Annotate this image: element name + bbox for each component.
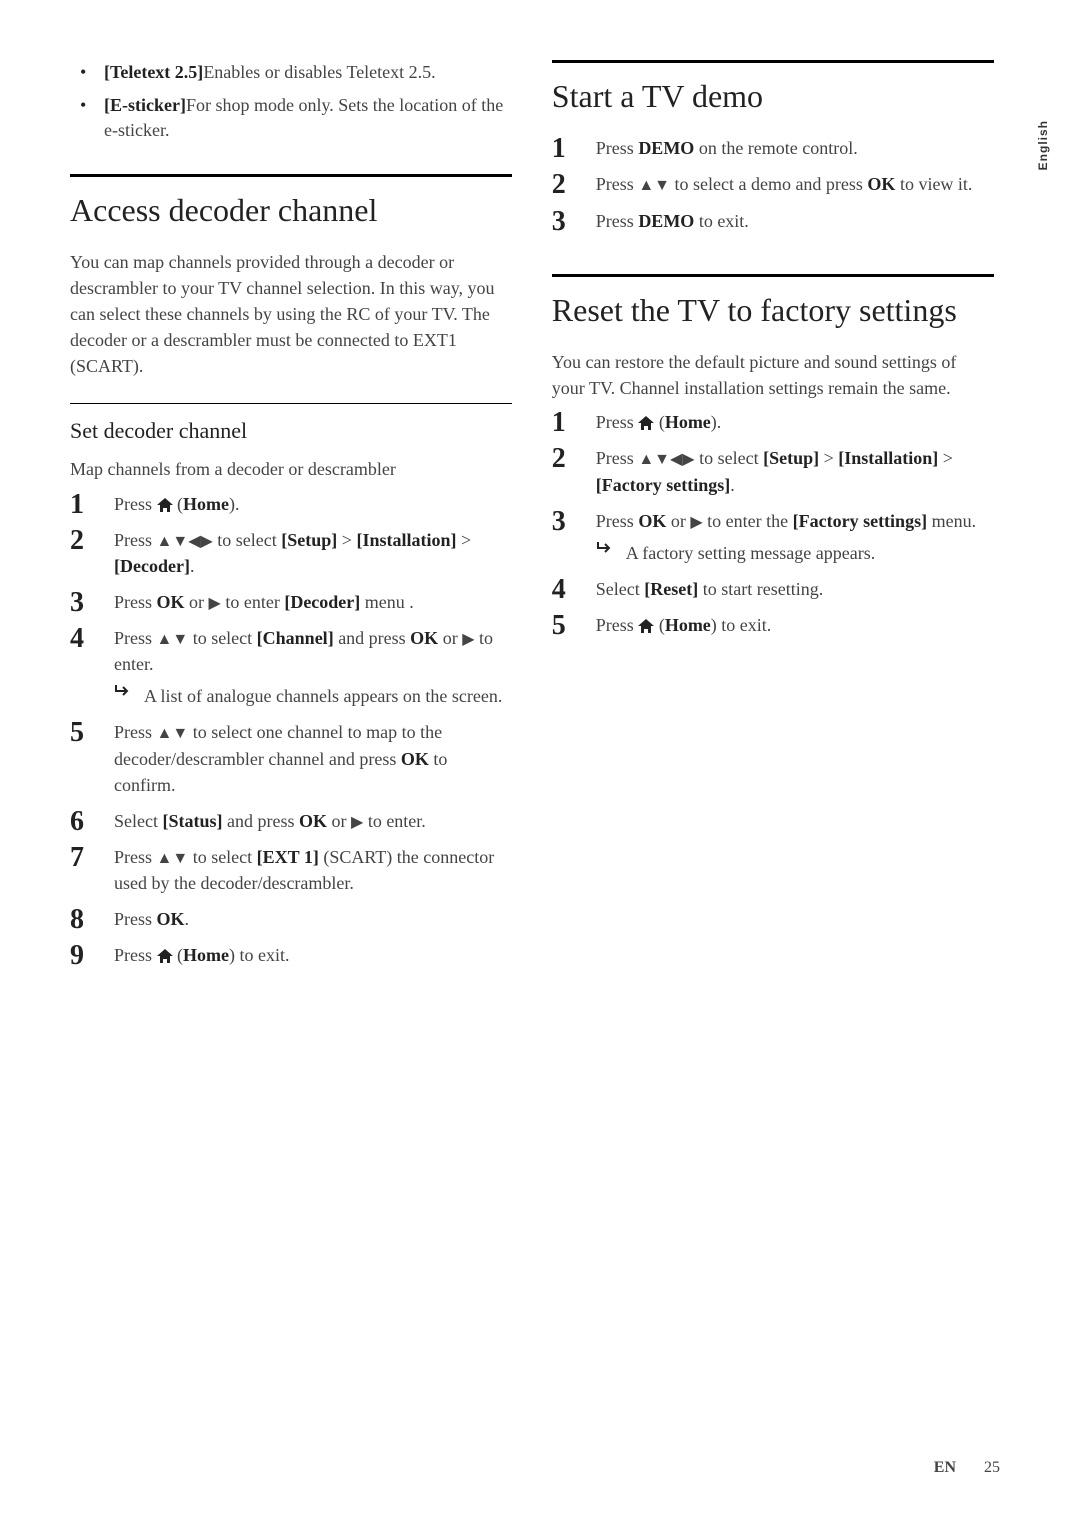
updown-arrows-icon: ▲▼ [157, 850, 189, 867]
decoder-step-4: Press ▲▼ to select [Channel] and press O… [70, 625, 512, 709]
updown-arrows-icon: ▲▼ [638, 177, 670, 194]
nav-arrows-icon: ▲▼◀▶ [638, 451, 694, 468]
options-bullets: [Teletext 2.5]Enables or disables Telete… [70, 60, 512, 144]
nav-arrows-icon: ▲▼◀▶ [157, 533, 213, 550]
right-arrow-icon: ▶ [462, 631, 474, 648]
bullet-teletext: [Teletext 2.5]Enables or disables Telete… [104, 60, 512, 85]
right-column: Start a TV demo Press DEMO on the remote… [552, 60, 994, 1477]
decoder-step-7: Press ▲▼ to select [EXT 1] (SCART) the c… [70, 844, 512, 896]
result-arrow-icon [114, 683, 132, 697]
subheading-decoder: Set decoder channel [70, 418, 512, 444]
heading-reset: Reset the TV to factory settings [552, 291, 994, 329]
right-arrow-icon: ▶ [209, 595, 221, 612]
home-icon [157, 949, 173, 963]
page-footer: EN 25 [934, 1459, 1000, 1477]
bullet-teletext-label: [Teletext 2.5] [104, 62, 203, 82]
updown-arrows-icon: ▲▼ [157, 725, 189, 742]
demo-step-1: Press DEMO on the remote control. [552, 135, 994, 161]
decoder-step-8: Press OK. [70, 906, 512, 932]
home-icon [638, 619, 654, 633]
reset-step-1: Press (Home). [552, 409, 994, 435]
decoder-steps: Press (Home). Press ▲▼◀▶ to select [Setu… [70, 491, 512, 969]
right-arrow-icon: ▶ [690, 514, 702, 531]
bullet-esticker-label: [E-sticker] [104, 95, 186, 115]
rule-demo-section [552, 60, 994, 63]
demo-step-2: Press ▲▼ to select a demo and press OK t… [552, 171, 994, 197]
bullet-teletext-text: Enables or disables Teletext 2.5. [203, 62, 435, 82]
reset-step-4: Select [Reset] to start resetting. [552, 576, 994, 602]
body-reset: You can restore the default picture and … [552, 349, 994, 401]
footer-lang-code: EN [934, 1459, 956, 1476]
result-arrow-icon [596, 540, 614, 554]
language-tab: English [1036, 120, 1050, 170]
demo-step-3: Press DEMO to exit. [552, 208, 994, 234]
rule-reset-section [552, 274, 994, 277]
decoder-step-6: Select [Status] and press OK or ▶ to ent… [70, 808, 512, 834]
subtext-decoder: Map channels from a decoder or descrambl… [70, 456, 512, 482]
bullet-esticker: [E-sticker]For shop mode only. Sets the … [104, 93, 512, 143]
rule-decoder-section [70, 174, 512, 177]
footer-page-number: 25 [984, 1459, 1000, 1476]
decoder-step-5: Press ▲▼ to select one channel to map to… [70, 719, 512, 797]
heading-demo: Start a TV demo [552, 77, 994, 115]
rule-sub-decoder [70, 403, 512, 404]
updown-arrows-icon: ▲▼ [157, 631, 189, 648]
reset-step-3-result: A factory setting message appears. [596, 540, 994, 566]
body-decoder: You can map channels provided through a … [70, 249, 512, 379]
home-icon [638, 416, 654, 430]
heading-decoder: Access decoder channel [70, 191, 512, 229]
right-arrow-icon: ▶ [351, 814, 363, 831]
decoder-step-4-result: A list of analogue channels appears on t… [114, 683, 512, 709]
decoder-step-1: Press (Home). [70, 491, 512, 517]
demo-steps: Press DEMO on the remote control. Press … [552, 135, 994, 233]
decoder-step-2: Press ▲▼◀▶ to select [Setup] > [Installa… [70, 527, 512, 579]
reset-step-3: Press OK or ▶ to enter the [Factory sett… [552, 508, 994, 566]
left-column: [Teletext 2.5]Enables or disables Telete… [70, 60, 512, 1477]
reset-steps: Press (Home). Press ▲▼◀▶ to select [Setu… [552, 409, 994, 638]
decoder-step-9: Press (Home) to exit. [70, 942, 512, 968]
reset-step-2: Press ▲▼◀▶ to select [Setup] > [Installa… [552, 445, 994, 497]
decoder-step-3: Press OK or ▶ to enter [Decoder] menu . [70, 589, 512, 615]
home-icon [157, 498, 173, 512]
reset-step-5: Press (Home) to exit. [552, 612, 994, 638]
page-container: [Teletext 2.5]Enables or disables Telete… [70, 60, 1010, 1477]
